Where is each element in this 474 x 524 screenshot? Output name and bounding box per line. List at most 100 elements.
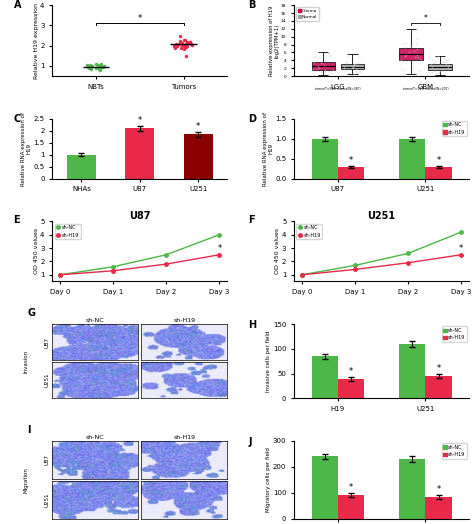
Point [94, 61, 102, 69]
Legend: sh-NC, sh-H19: sh-NC, sh-H19 [55, 224, 81, 239]
Point [92, 60, 100, 68]
Point [436, 68, 443, 77]
Point [183, 37, 191, 46]
Point [85, 64, 92, 72]
Text: *: * [217, 244, 221, 253]
Point [355, 52, 362, 61]
Text: *: * [349, 483, 353, 492]
Point [407, 42, 414, 50]
Bar [311, 456, 338, 519]
Point [178, 38, 186, 47]
Point [399, 40, 407, 48]
Point [317, 68, 325, 77]
Y-axis label: U87: U87 [45, 337, 49, 348]
Bar [183, 134, 213, 179]
sh-NC [110, 264, 116, 270]
Point [444, 56, 452, 64]
Point [442, 56, 450, 64]
Point [432, 65, 439, 73]
Point [410, 47, 418, 55]
Point [428, 60, 435, 69]
Point [440, 53, 448, 62]
Y-axis label: U251: U251 [45, 493, 49, 507]
Point [434, 52, 442, 61]
Point [97, 63, 104, 71]
Bar [426, 376, 452, 398]
Point [186, 37, 194, 46]
Point [171, 41, 179, 50]
Point [97, 62, 104, 70]
Point [310, 52, 318, 61]
Point [186, 38, 194, 47]
Point [401, 69, 409, 78]
Point [176, 37, 183, 45]
Point [350, 59, 358, 68]
Point [401, 51, 409, 60]
Text: A: A [14, 0, 21, 9]
Point [180, 36, 188, 44]
Point [433, 53, 441, 61]
Point [172, 43, 179, 52]
Text: I: I [27, 425, 31, 435]
Point [398, 57, 405, 65]
Point [413, 51, 420, 59]
sh-H19 [110, 268, 116, 274]
Point [322, 52, 329, 61]
Point [357, 54, 365, 62]
Point [349, 69, 357, 77]
Point [320, 61, 328, 70]
Bar [399, 139, 426, 179]
sh-NC [352, 263, 358, 269]
Point [428, 54, 436, 62]
sh-H19 [217, 252, 222, 258]
Point [342, 67, 349, 75]
Point [177, 43, 185, 52]
Legend: sh-NC, sh-H19: sh-NC, sh-H19 [442, 326, 467, 342]
Point [411, 52, 419, 61]
sh-NC [164, 252, 169, 258]
Point [86, 61, 94, 69]
Point [412, 35, 420, 43]
Point [411, 69, 419, 77]
Point [405, 48, 413, 56]
Point [329, 66, 337, 74]
Point [438, 58, 446, 66]
Point [398, 64, 405, 73]
Bar [67, 155, 96, 179]
Point [350, 70, 358, 78]
Point [340, 62, 348, 71]
Y-axis label: U87: U87 [45, 454, 49, 465]
Point [181, 41, 188, 50]
Bar [338, 378, 364, 398]
Point [187, 37, 194, 46]
Title: U87: U87 [129, 211, 151, 221]
sh-NC [405, 250, 411, 257]
Point [100, 62, 108, 70]
Point [327, 67, 334, 75]
Point [434, 69, 441, 78]
sh-H19 [458, 252, 464, 258]
Point [414, 53, 422, 61]
Point [409, 64, 417, 72]
Title: sh-H19: sh-H19 [173, 318, 195, 323]
Point [327, 51, 335, 59]
Text: J: J [248, 437, 252, 447]
Point [87, 65, 95, 73]
Point [314, 52, 322, 61]
Line: sh-H19: sh-H19 [300, 253, 463, 277]
Line: sh-NC: sh-NC [58, 233, 221, 277]
Text: *: * [196, 122, 201, 131]
Point [432, 67, 439, 75]
Y-axis label: Relative expression of H19
log2(TPM+1): Relative expression of H19 log2(TPM+1) [269, 5, 280, 76]
Point [321, 56, 329, 64]
Point [352, 68, 359, 76]
sh-H19 [352, 266, 358, 272]
Point [89, 62, 96, 70]
Text: E: E [14, 215, 20, 225]
Text: *: * [349, 156, 353, 165]
Point [96, 64, 103, 72]
Y-axis label: Relative RNA expression of
H19: Relative RNA expression of H19 [263, 112, 273, 185]
Text: *: * [459, 244, 464, 253]
Text: F: F [248, 215, 255, 225]
sh-NC [458, 229, 464, 235]
